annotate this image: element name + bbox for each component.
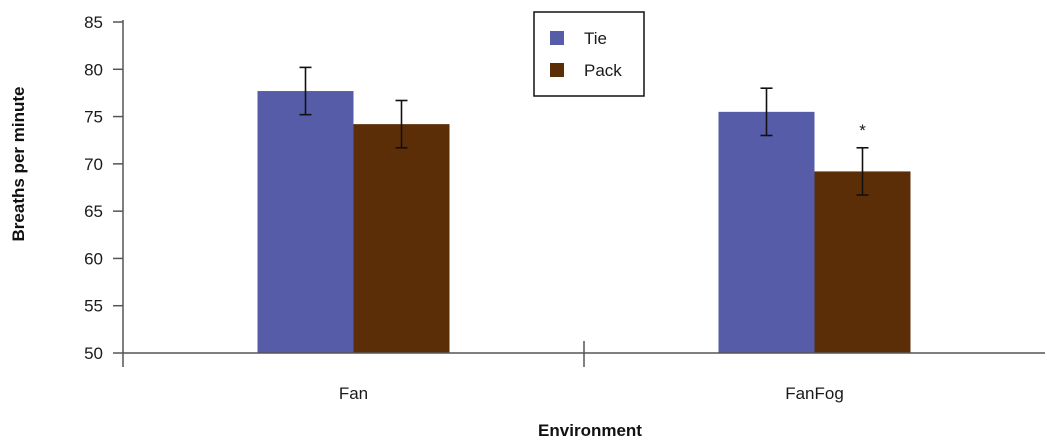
y-tick-label: 70 [84, 155, 103, 174]
x-category-label: FanFog [785, 384, 844, 403]
y-tick-label: 65 [84, 202, 103, 221]
x-category-label: Fan [339, 384, 368, 403]
x-axis: Fan FanFog [123, 341, 1045, 403]
legend-label-tie: Tie [584, 29, 607, 48]
bar-tie-fanfog [718, 111, 815, 353]
x-axis-title: Environment [538, 421, 642, 440]
legend: Tie Pack [533, 11, 645, 97]
legend-label-pack: Pack [584, 61, 622, 80]
y-axis: 50 55 60 65 70 75 80 85 [84, 13, 124, 367]
significance-marker: * [859, 121, 866, 140]
bar-pack-fanfog [814, 171, 911, 353]
y-axis-title: Breaths per minute [9, 87, 28, 242]
y-tick-label: 50 [84, 344, 103, 363]
legend-swatch-tie [550, 31, 564, 45]
legend-swatch-pack [550, 63, 564, 77]
legend-box [533, 11, 645, 97]
bars [257, 91, 911, 353]
error-bars [299, 66, 869, 196]
bar-tie-fan [257, 91, 354, 353]
y-tick-label: 55 [84, 297, 103, 316]
y-tick-label: 75 [84, 108, 103, 127]
y-tick-label: 80 [84, 60, 103, 79]
annotations: * [859, 121, 866, 140]
y-tick-label: 60 [84, 249, 103, 268]
bar-pack-fan [353, 124, 450, 353]
y-tick-label: 85 [84, 13, 103, 32]
